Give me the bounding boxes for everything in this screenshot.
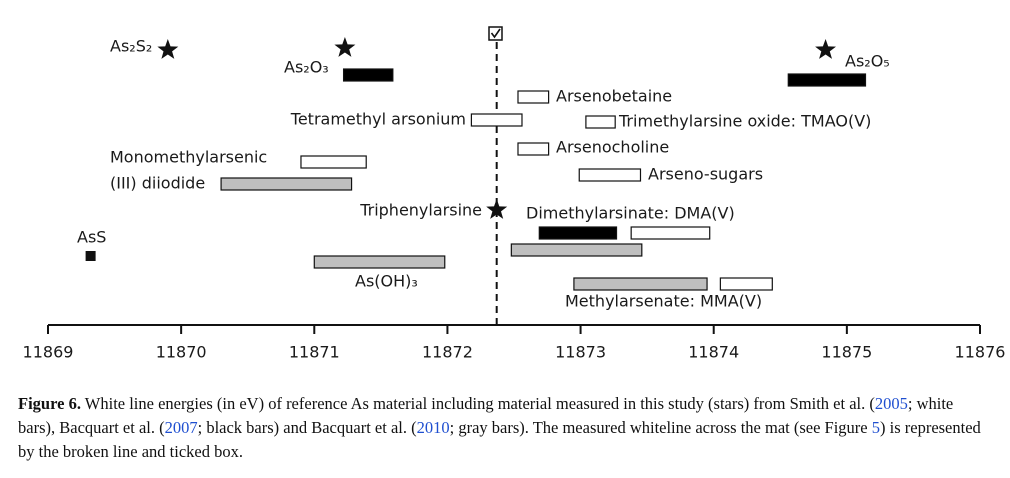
citation-link[interactable]: 5 [871,418,880,437]
x-tick-label: 11875 [821,343,872,362]
square-marker [85,251,96,261]
x-tick-label: 11873 [555,343,606,362]
range-bar [578,168,642,182]
range-bar [719,277,773,291]
range-bar [630,226,711,240]
x-tick-label: 11870 [156,343,207,362]
compound-label: As₂O₅ [845,52,890,71]
compound-label: As(OH)₃ [355,272,418,291]
caption-text: ; gray bars). The measured whiteline acr… [449,418,872,437]
range-bar [313,255,446,269]
range-bar [342,68,394,82]
range-bar [517,142,550,156]
range-bar [300,155,367,169]
citation-link[interactable]: 2007 [164,418,198,437]
caption-text: White line energies (in eV) of reference… [80,394,875,413]
chart: 11869 11870 11871 11872 11873 11874 11875 11876… [23,26,1006,362]
range-bar [220,177,353,191]
figure-caption: Figure 6. White line energies (in eV) of… [18,392,993,464]
range-bar [470,113,523,127]
range-bar [787,73,867,87]
compound-label: As₂O₃ [284,58,329,77]
range-bar [517,90,550,104]
range-bar [573,277,708,291]
star-marker [486,199,508,219]
compound-label: Arsenocholine [556,138,669,157]
caption-text: ) is represented by the broken line and … [18,418,981,461]
compound-label: Arseno-sugars [648,165,763,184]
compound-label: Monomethylarsenic [110,148,267,167]
compound-label: As₂S₂ [110,37,152,56]
compound-label: AsS [77,228,106,247]
caption-text: ; black bars) and Bacquart et al. ( [197,418,417,437]
ticked-box [488,26,503,41]
compound-label: (III) diiodide [110,174,205,193]
x-tick-label: 11871 [289,343,340,362]
compound-label: Triphenylarsine [359,201,482,220]
x-tick-label: 11874 [688,343,739,362]
range-bar [538,226,618,240]
compound-label: Arsenobetaine [556,87,672,106]
star-marker [815,39,836,59]
x-tick-label: 11876 [955,343,1006,362]
citation-link[interactable]: 2010 [416,418,450,437]
compound-label: Trimethylarsine oxide: TMAO(V) [618,112,871,131]
compound-label: Tetramethyl arsonium [290,110,466,129]
range-bar [585,115,616,129]
compound-label: Dimethylarsinate: DMA(V) [526,204,735,223]
compound-label: Methylarsenate: MMA(V) [565,292,762,311]
star-marker [157,39,179,59]
range-bar [510,243,643,257]
caption-text: ; white bars), Bacquart et al. ( [18,394,954,437]
citation-link[interactable]: 2005 [874,394,908,413]
x-tick-label: 11869 [23,343,74,362]
x-tick-label: 11872 [422,343,473,362]
star-marker [334,37,356,57]
caption-text: Figure 6. [18,394,81,413]
